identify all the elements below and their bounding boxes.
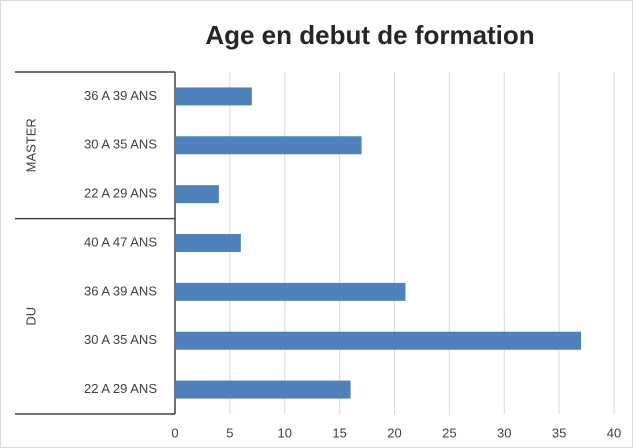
x-tick-label: 0 [171, 425, 178, 440]
bar [175, 185, 219, 204]
bar [175, 331, 582, 350]
y-tick-label: 36 A 39 ANS [84, 88, 157, 103]
bar [175, 87, 252, 106]
bar [175, 136, 362, 155]
bar [175, 234, 241, 252]
y-tick-label: 30 A 35 ANS [84, 332, 157, 347]
y-tick-label: 22 A 29 ANS [84, 381, 157, 396]
x-tick-label: 30 [497, 425, 511, 440]
y-tick-label: 40 A 47 ANS [84, 234, 157, 249]
y-tick-label: 36 A 39 ANS [84, 283, 157, 298]
chart-title: Age en debut de formation [205, 20, 534, 50]
x-tick-label: 10 [278, 425, 292, 440]
x-tick-label: 15 [332, 425, 346, 440]
y-tick-label: 22 A 29 ANS [84, 186, 157, 201]
x-tick-label: 5 [226, 425, 233, 440]
group-label: MASTER [23, 118, 38, 172]
bar [175, 282, 406, 301]
x-tick-label: 20 [387, 425, 401, 440]
bar [175, 380, 351, 399]
y-tick-label: 30 A 35 ANS [84, 137, 157, 152]
x-tick-label: 40 [607, 425, 621, 440]
x-tick-label: 35 [552, 425, 566, 440]
group-label: DU [23, 307, 38, 326]
x-tick-label: 25 [442, 425, 456, 440]
